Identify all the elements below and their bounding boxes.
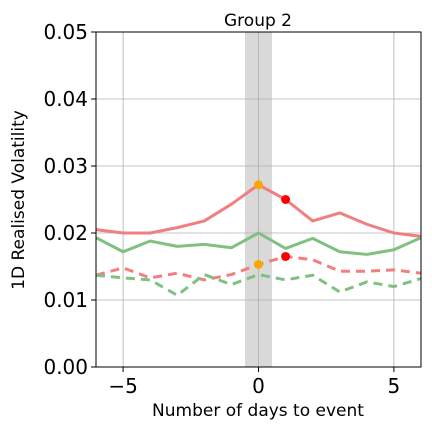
y-tick-label: 0.03	[43, 154, 88, 178]
x-tick-layer: −5 0 5	[108, 367, 400, 398]
data-point-marker-2	[281, 195, 291, 204]
y-axis-title: 1D Realised Volatility	[9, 110, 29, 290]
data-point-marker-1	[254, 180, 263, 190]
data-point-marker-3	[254, 259, 263, 269]
x-tick-label: −5	[108, 374, 137, 398]
y-tick-label: 0.04	[43, 87, 88, 111]
chart-title: Group 2	[224, 11, 292, 31]
y-tick-layer: 0.00 0.01 0.02 0.03 0.04 0.05	[43, 20, 96, 379]
x-tick-label: 5	[388, 374, 401, 398]
series-line-4	[95, 273, 422, 297]
y-tick-label: 0.01	[43, 288, 88, 312]
grid-layer	[96, 31, 421, 368]
series-line-2	[95, 231, 422, 256]
data-point-marker-4	[281, 251, 291, 261]
x-axis-title: Number of days to event	[152, 401, 364, 421]
x-tick-label: 0	[252, 374, 265, 398]
y-tick-label: 0.02	[43, 221, 88, 245]
marker-layer	[254, 180, 291, 269]
y-tick-label: 0.00	[43, 355, 88, 379]
y-tick-label: 0.05	[43, 20, 88, 44]
